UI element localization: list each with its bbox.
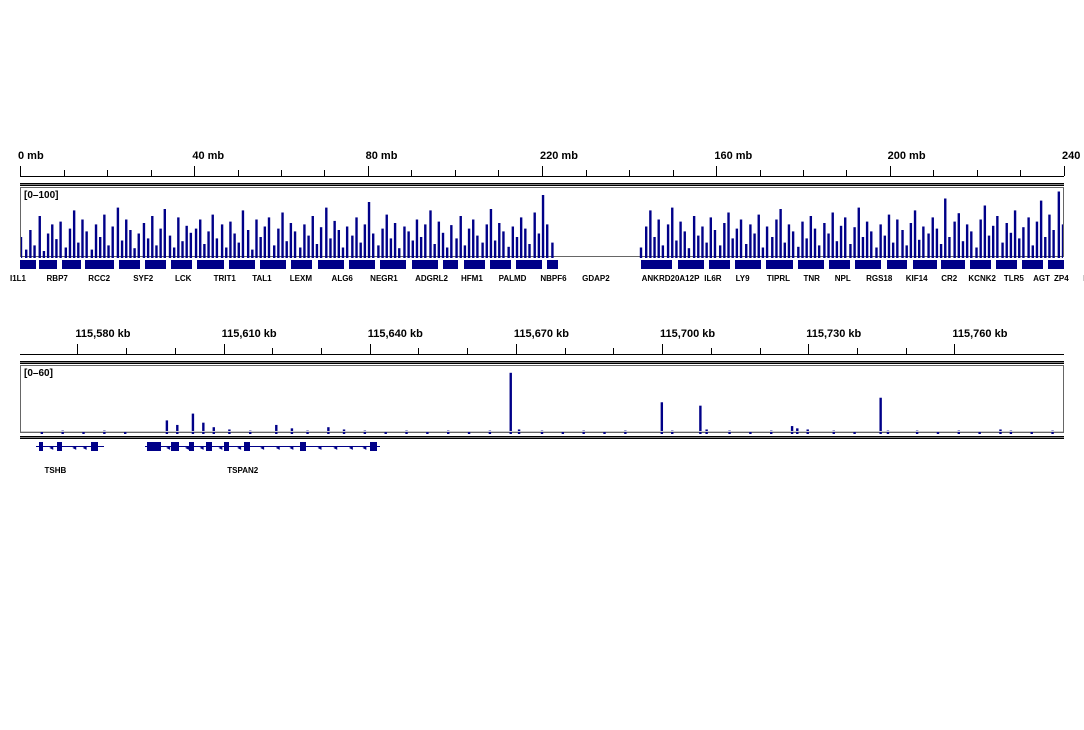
ruler-label: 0 mb <box>18 150 44 162</box>
gene-label: TIPRL <box>767 274 790 283</box>
gene-label: ZP4 <box>1054 274 1069 283</box>
gene-label: KCNK2 <box>968 274 996 283</box>
genome-track-2: 115,580 kb 115,610 kb 115,640 kb 115,670 kb… <box>20 328 1064 480</box>
y-range-1: [0–100] <box>24 190 58 201</box>
track-border-2b <box>20 436 1064 439</box>
data-track-2: [0–60] <box>20 365 1064 433</box>
gene-label: ALG6 <box>332 274 353 283</box>
ruler-label: 160 mb <box>714 150 752 162</box>
ruler-label: 115,670 kb <box>514 328 569 340</box>
gene-label: RCC2 <box>88 274 110 283</box>
gene-label: NPL <box>835 274 851 283</box>
gene-label: KIF14 <box>906 274 928 283</box>
ruler-2: 115,580 kb 115,610 kb 115,640 kb 115,670 kb… <box>20 328 1064 358</box>
gene-labels-1: I1L1RBP7RCC2SYF2LCKTRIT1TAL1LEXMALG6NEGR… <box>20 274 1064 288</box>
gene-track-1 <box>20 258 1064 272</box>
ruler-label: 115,580 kb <box>75 328 130 340</box>
gene-label: LY9 <box>736 274 750 283</box>
gene-label: ADGRL2 <box>415 274 448 283</box>
gene-label: HFM1 <box>461 274 483 283</box>
track-border-2 <box>20 361 1064 364</box>
ruler-label: 80 mb <box>366 150 398 162</box>
gene-label: ANKRD20A12P <box>642 274 700 283</box>
bar-chart-1 <box>21 188 1063 258</box>
data-track-1: [0–100] <box>20 187 1064 257</box>
ruler-label: 115,700 kb <box>660 328 715 340</box>
gene-label: LCK <box>175 274 191 283</box>
gene-label: GDAP2 <box>582 274 610 283</box>
track-border-1 <box>20 183 1064 186</box>
gene-label: IL6R <box>704 274 721 283</box>
gene-label: TAL1 <box>252 274 271 283</box>
genome-track-1: 0 mb40 mb80 mb220 mb160 mb200 mb240 mb [… <box>20 150 1064 288</box>
ruler-label: 115,760 kb <box>952 328 1007 340</box>
gene-label: PALMD <box>499 274 527 283</box>
gene-label: TNR <box>803 274 819 283</box>
gene-label: I1L1 <box>10 274 26 283</box>
gene-label: CR2 <box>941 274 957 283</box>
gene-label: TRIT1 <box>214 274 236 283</box>
ruler-label: 115,730 kb <box>806 328 861 340</box>
ruler-label: 220 mb <box>540 150 578 162</box>
gene-label: SYF2 <box>133 274 153 283</box>
ruler-label: 115,610 kb <box>222 328 277 340</box>
bar-chart-2 <box>21 366 1063 434</box>
gene-labels-2: TSHB TSPAN2 <box>20 466 1064 480</box>
gene-label: AGT <box>1033 274 1050 283</box>
y-range-2: [0–60] <box>24 368 53 379</box>
ruler-label: 200 mb <box>888 150 926 162</box>
ruler-label: 40 mb <box>192 150 224 162</box>
gene-label: TSPAN2 <box>227 466 258 475</box>
gene-detail-track: ◂◂◂◂◂◂◂◂◂◂◂◂◂◂◂ <box>20 440 1064 464</box>
gene-label: RGS18 <box>866 274 892 283</box>
ruler-label: 115,640 kb <box>368 328 423 340</box>
gene-label: NBPF6 <box>540 274 566 283</box>
gene-label: TLR5 <box>1004 274 1024 283</box>
ruler-label: 240 mb <box>1062 150 1084 162</box>
gene-label: TSHB <box>45 466 67 475</box>
gene-label: RBP7 <box>47 274 68 283</box>
gene-label: NEGR1 <box>370 274 398 283</box>
ruler-1: 0 mb40 mb80 mb220 mb160 mb200 mb240 mb <box>20 150 1064 180</box>
gene-label: LEXM <box>290 274 312 283</box>
